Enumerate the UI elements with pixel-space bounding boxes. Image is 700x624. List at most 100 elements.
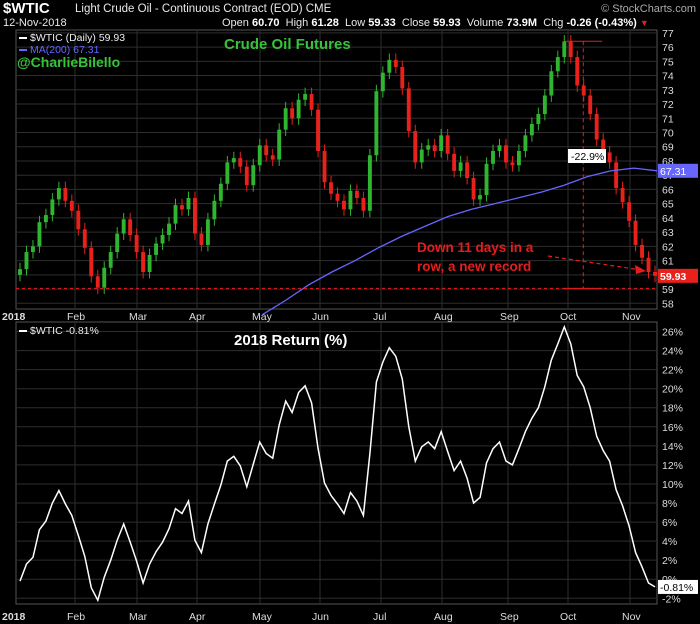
low-label: Low — [344, 17, 366, 29]
price-y-tick-label: 77 — [662, 28, 674, 40]
candle-body — [504, 145, 508, 163]
candle-body — [63, 188, 68, 201]
return-x-tick-label: Mar — [129, 611, 148, 623]
candle-body — [18, 269, 22, 275]
price-y-tick-label: 75 — [662, 56, 674, 68]
annotation-arrow-line — [547, 255, 642, 271]
price-y-tick-label: 64 — [662, 213, 674, 225]
price-y-tick-label: 58 — [662, 298, 674, 310]
candle-body — [594, 113, 599, 140]
candle-body — [199, 233, 204, 245]
candle-body — [601, 139, 606, 153]
drawdown-label-box — [568, 149, 606, 163]
candle-body — [380, 72, 385, 92]
candle-body — [607, 152, 612, 163]
price-x-tick-label: Apr — [189, 311, 206, 323]
candle-body — [24, 252, 29, 270]
candle-body — [354, 190, 359, 198]
legend-price-label: $WTIC (Daily) 59.93 — [30, 32, 125, 44]
candle-body — [633, 220, 638, 245]
date-label: 12-Nov-2018 — [3, 17, 67, 29]
candle-body — [290, 108, 295, 119]
price-y-tick-label: 70 — [662, 127, 674, 139]
instrument-description: Light Crude Oil - Continuous Contract (E… — [75, 3, 303, 15]
price-x-tick-label: Jun — [312, 311, 329, 323]
down-arrow-icon: ▼ — [639, 18, 649, 28]
price-y-tick-label: 76 — [662, 42, 674, 54]
price-x-tick-label: Mar — [129, 311, 148, 323]
candle-body — [167, 223, 171, 235]
candle-body — [445, 135, 450, 154]
price-y-tick-label: 73 — [662, 85, 674, 97]
candle-body — [367, 155, 372, 211]
candle-body — [523, 135, 528, 151]
last-price-label: 59.93 — [660, 271, 686, 283]
return-x-tick-label: Jul — [373, 611, 386, 623]
last-price-box — [658, 268, 698, 283]
candle-body — [180, 205, 184, 210]
legend-ma-label: MA(200) 67.31 — [30, 44, 100, 56]
annotation-text-line1: Down 11 days in a — [417, 240, 534, 255]
candle-body — [588, 95, 593, 114]
candle-body — [471, 178, 476, 200]
return-x-tick-label: Apr — [189, 611, 206, 623]
candle-body — [160, 234, 165, 244]
candle-body — [413, 131, 418, 163]
candle-body — [205, 219, 210, 245]
return-x-tick-label: Sep — [500, 611, 519, 623]
volume-value: 73.9M — [506, 17, 538, 29]
last-return-label: -0.81% — [660, 582, 693, 594]
candle-body — [95, 276, 100, 288]
candle-body — [309, 94, 314, 110]
chg-value: -0.26 (-0.43%) — [566, 17, 637, 29]
low-value: 59.33 — [368, 17, 396, 29]
candle-body — [419, 149, 424, 163]
candle-body — [69, 200, 74, 211]
candle-body — [614, 162, 619, 189]
candle-body — [283, 108, 288, 130]
price-x-tick-label: 2018 — [2, 311, 26, 323]
candle-body — [374, 91, 379, 156]
last-return-box — [658, 579, 698, 594]
return-chart-title: 2018 Return (%) — [234, 332, 347, 349]
candle-body — [510, 162, 515, 166]
candle-body — [121, 219, 126, 234]
return-y-tick-label: 10% — [662, 479, 683, 491]
last-ma-label: 67.31 — [660, 166, 686, 178]
price-y-tick-label: 74 — [662, 71, 674, 83]
candle-body — [322, 150, 327, 183]
candle-body — [335, 193, 340, 201]
price-chart-title: Crude Oil Futures — [224, 36, 351, 53]
candle-body — [432, 145, 437, 151]
candle-body — [458, 162, 463, 171]
candle-body — [575, 57, 580, 86]
price-y-tick-label: 62 — [662, 241, 674, 253]
candle-body — [257, 145, 262, 166]
candle-body — [115, 233, 120, 253]
candle-body — [31, 246, 35, 253]
close-value: 59.93 — [433, 17, 461, 29]
candle-body — [134, 234, 139, 253]
price-panel-frame — [15, 29, 658, 310]
brand-label: © StockCharts.com — [601, 3, 696, 15]
candle-body — [516, 150, 521, 166]
candle-body — [154, 243, 159, 255]
candle-body — [478, 195, 482, 200]
price-y-tick-label: 59 — [662, 284, 674, 296]
candle-body — [497, 145, 502, 151]
candle-body — [393, 59, 398, 68]
price-x-tick-label: Jul — [373, 311, 386, 323]
candle-body — [141, 252, 146, 272]
candle-body — [277, 129, 282, 160]
candle-body — [37, 222, 42, 247]
return-x-tick-label: May — [252, 611, 273, 623]
drawdown-label: -22.9% — [571, 151, 604, 163]
candle-body — [193, 197, 197, 234]
price-y-tick-label: 69 — [662, 142, 674, 154]
candle-body — [361, 197, 366, 211]
candle-body — [316, 109, 321, 151]
return-y-tick-label: 12% — [662, 460, 683, 472]
return-y-tick-label: 6% — [662, 517, 677, 529]
price-y-tick-label: 71 — [662, 113, 674, 125]
ma200-line — [261, 167, 658, 316]
